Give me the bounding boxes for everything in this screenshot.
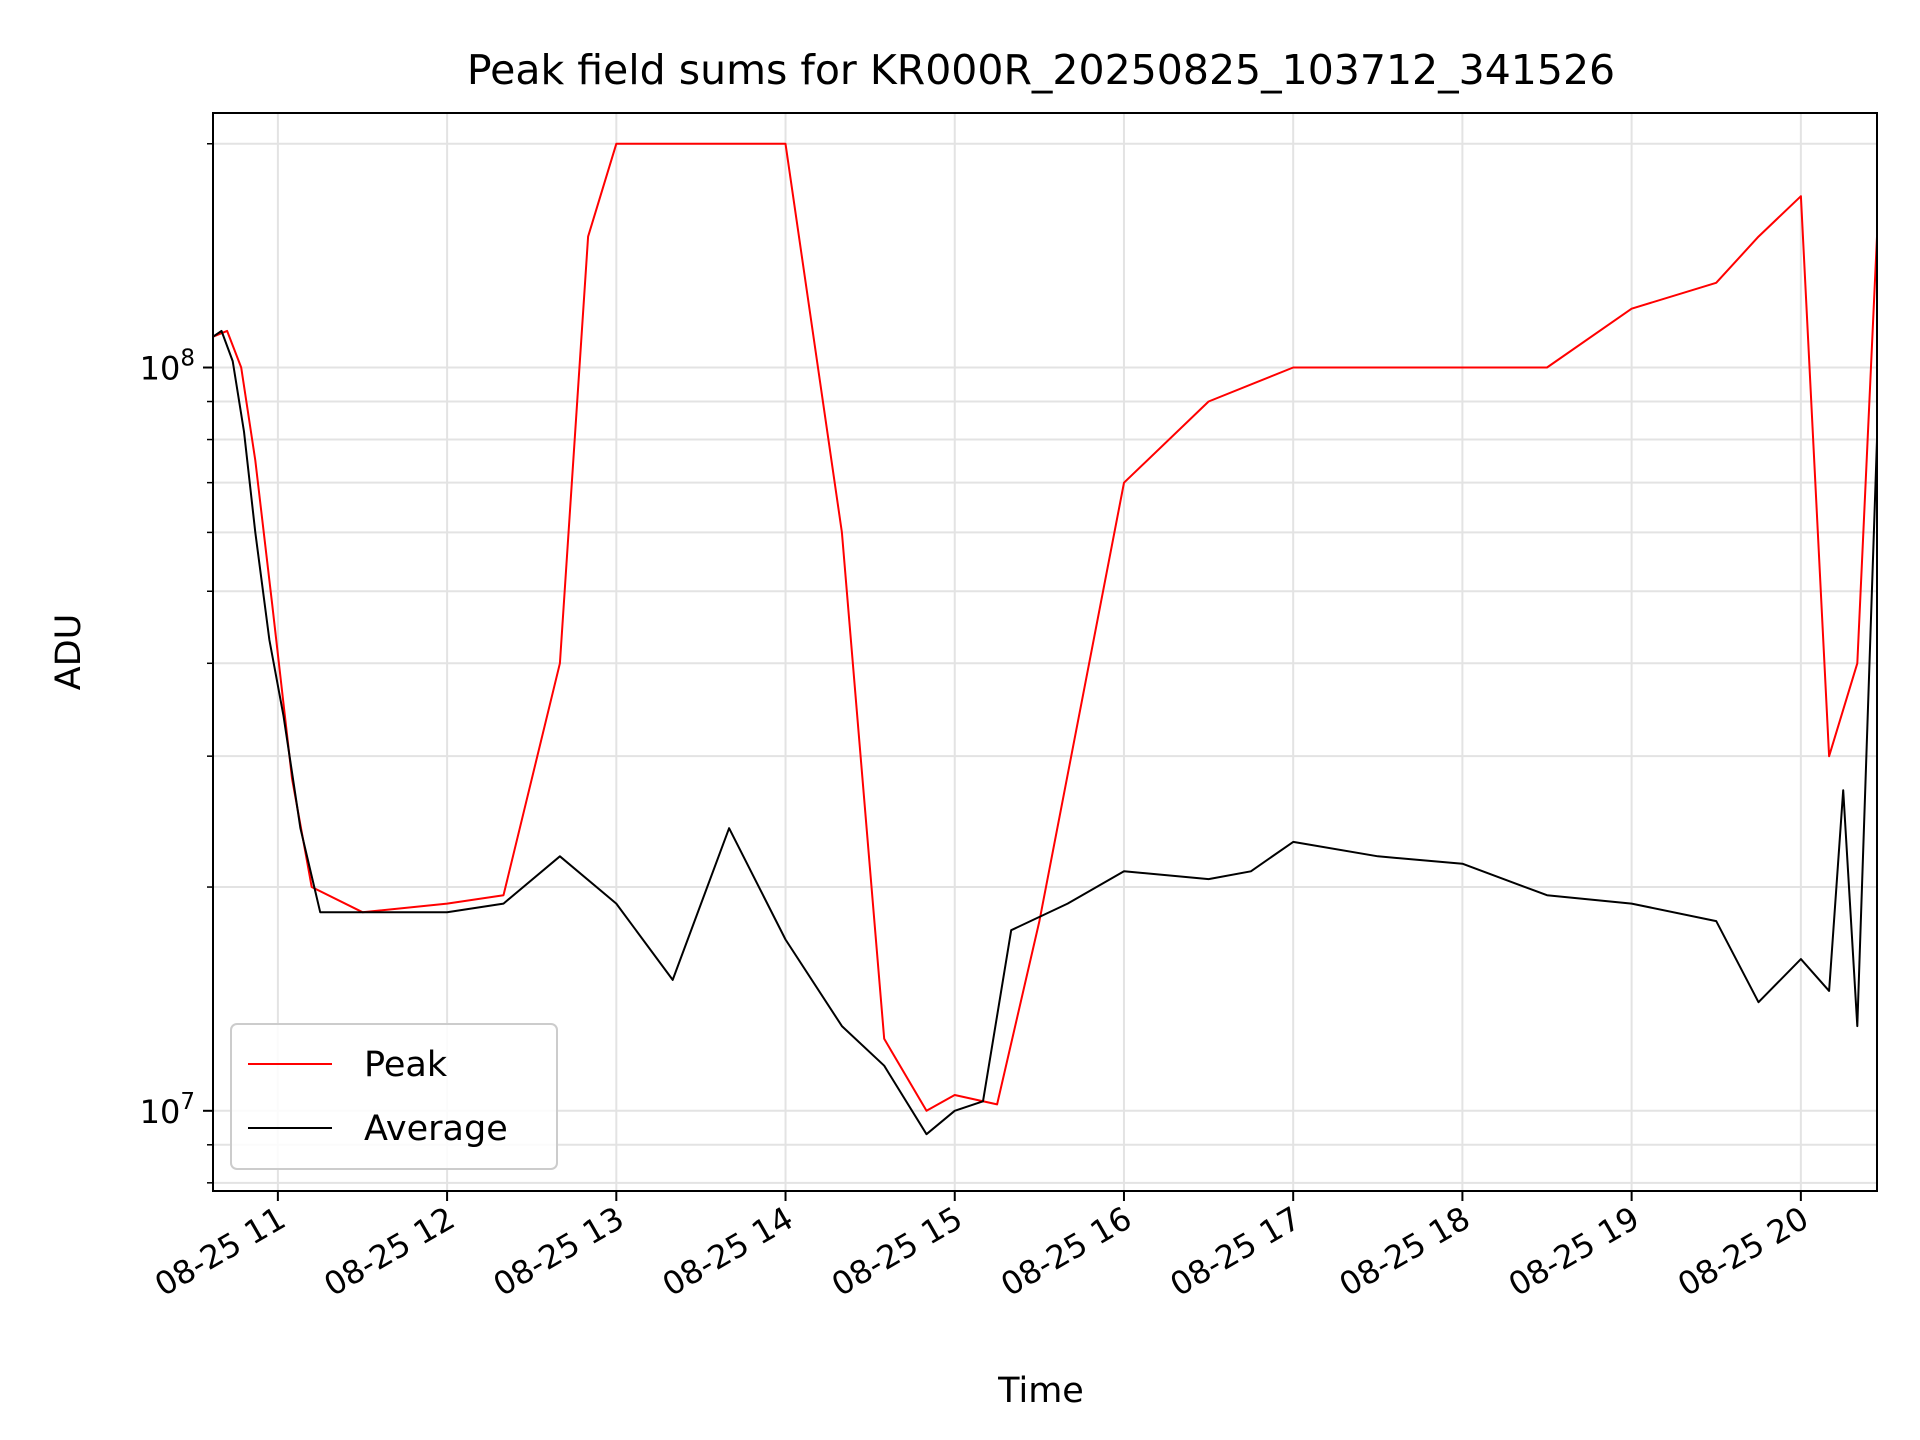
x-axis-label: Time — [997, 1371, 1084, 1411]
y-tick-label: 107 — [140, 1089, 195, 1131]
grid-lines — [213, 113, 1877, 1191]
series-layer — [213, 142, 1877, 1136]
y-axis: 107 108 — [140, 143, 213, 1184]
y-axis-label: ADU — [49, 614, 89, 691]
chart-title: Peak field sums for KR000R_20250825_1037… — [467, 46, 1615, 94]
y-tick-label: 108 — [140, 346, 195, 388]
legend-label-peak: Peak — [364, 1045, 448, 1085]
legend-box — [230, 1023, 558, 1170]
legend: Peak Average — [230, 1023, 558, 1170]
legend-label-average: Average — [364, 1109, 508, 1149]
series-average-line — [213, 329, 1877, 1136]
plot-frame — [212, 112, 1878, 1192]
